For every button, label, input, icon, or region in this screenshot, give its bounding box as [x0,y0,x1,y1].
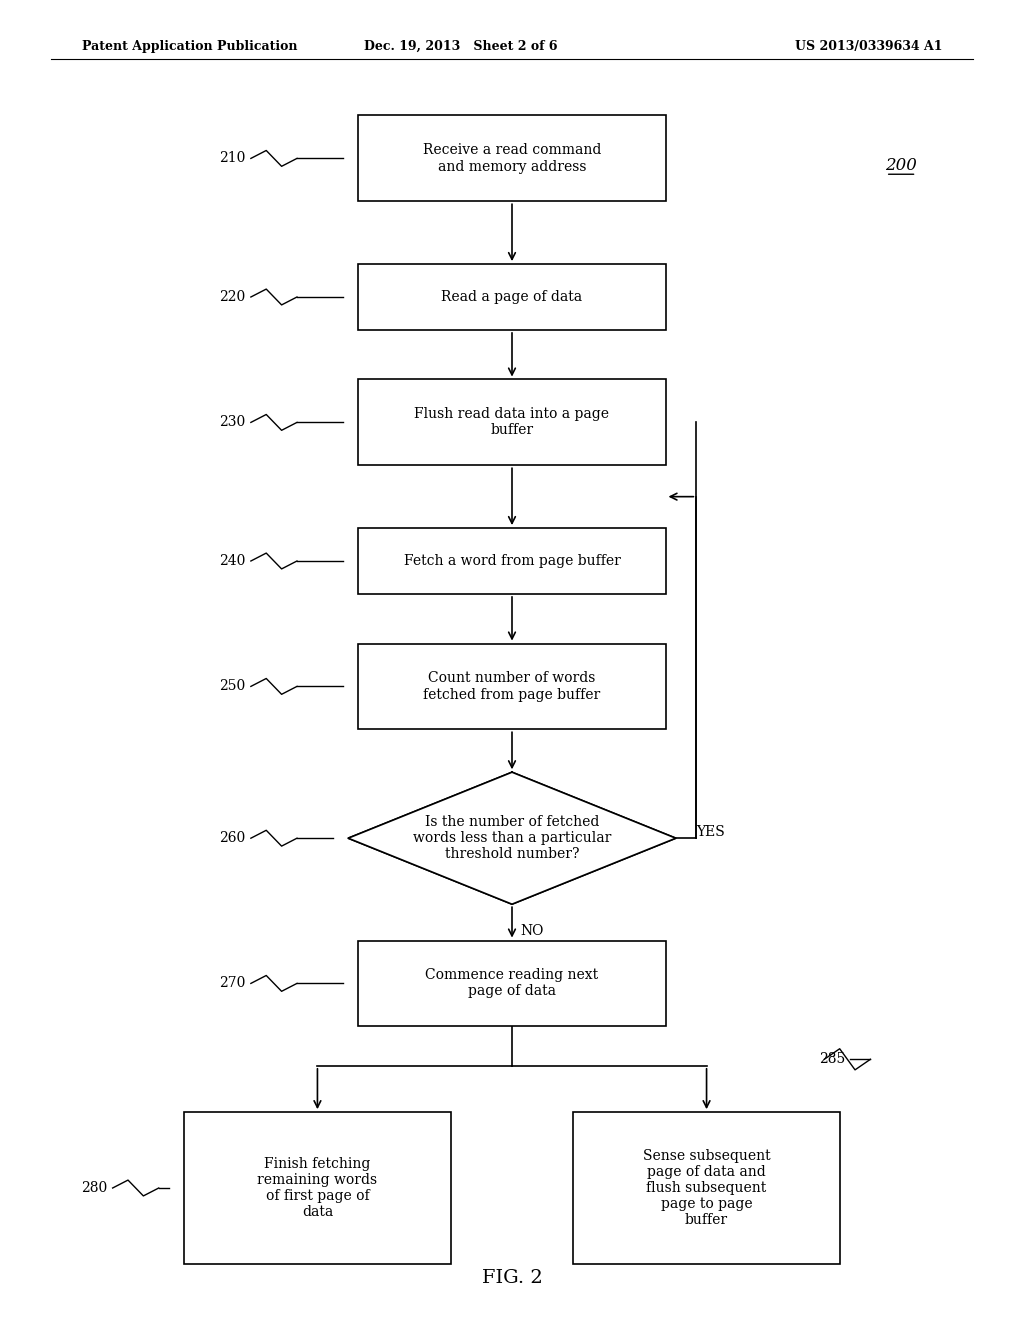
Text: NO: NO [521,924,544,939]
Text: 230: 230 [219,416,246,429]
Text: Dec. 19, 2013   Sheet 2 of 6: Dec. 19, 2013 Sheet 2 of 6 [365,40,557,53]
Text: Fetch a word from page buffer: Fetch a word from page buffer [403,554,621,568]
Text: 270: 270 [219,977,246,990]
Text: FIG. 2: FIG. 2 [481,1269,543,1287]
Text: Flush read data into a page
buffer: Flush read data into a page buffer [415,408,609,437]
Text: YES: YES [696,825,725,838]
Text: Read a page of data: Read a page of data [441,290,583,304]
FancyBboxPatch shape [358,528,666,594]
FancyBboxPatch shape [358,115,666,201]
FancyBboxPatch shape [184,1111,451,1265]
Text: US 2013/0339634 A1: US 2013/0339634 A1 [795,40,942,53]
Text: 210: 210 [219,152,246,165]
Text: Is the number of fetched
words less than a particular
threshold number?: Is the number of fetched words less than… [413,814,611,862]
FancyBboxPatch shape [358,379,666,465]
FancyBboxPatch shape [358,644,666,729]
FancyBboxPatch shape [573,1111,840,1265]
Text: Receive a read command
and memory address: Receive a read command and memory addres… [423,144,601,173]
Polygon shape [348,772,676,904]
Text: Commence reading next
page of data: Commence reading next page of data [425,969,599,998]
Text: Count number of words
fetched from page buffer: Count number of words fetched from page … [423,672,601,701]
Text: 250: 250 [219,680,246,693]
Text: Patent Application Publication: Patent Application Publication [82,40,297,53]
Text: Sense subsequent
page of data and
flush subsequent
page to page
buffer: Sense subsequent page of data and flush … [643,1148,770,1228]
Text: 220: 220 [219,290,246,304]
Text: 200: 200 [885,157,918,173]
Text: Finish fetching
remaining words
of first page of
data: Finish fetching remaining words of first… [257,1156,378,1220]
FancyBboxPatch shape [358,264,666,330]
Text: 240: 240 [219,554,246,568]
Text: 280: 280 [81,1181,108,1195]
FancyBboxPatch shape [358,940,666,1027]
Text: 260: 260 [219,832,246,845]
Text: 285: 285 [819,1052,846,1067]
